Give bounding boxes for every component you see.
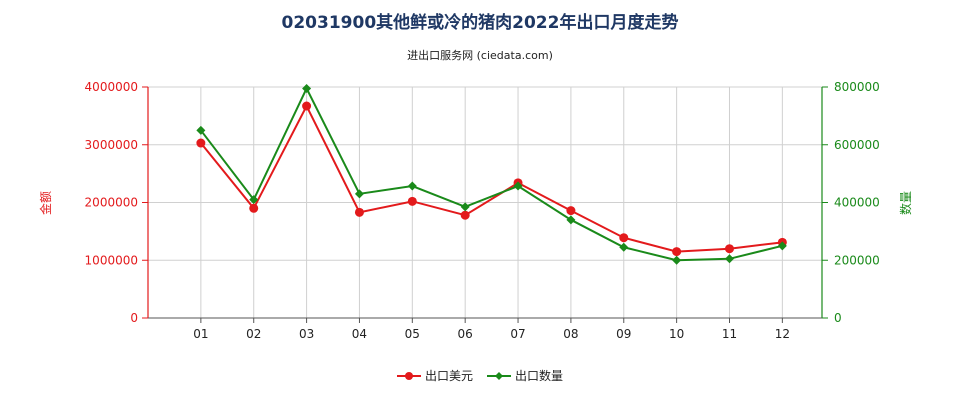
x-tick-label: 01 [193, 327, 208, 341]
y-right-axis-label: 数量 [898, 191, 913, 215]
legend: 出口美元 出口数量 [397, 368, 563, 383]
y-left-tick-label: 0 [130, 311, 138, 325]
y-right-tick-label: 200000 [834, 253, 880, 267]
series-layer [196, 83, 787, 265]
data-point-marker [566, 215, 576, 225]
data-point-marker [354, 189, 364, 199]
data-point-marker [196, 125, 206, 135]
data-point-marker [672, 247, 682, 257]
axes [142, 86, 828, 323]
data-point-marker [407, 196, 417, 206]
data-point-marker [460, 210, 470, 220]
data-point-marker [672, 255, 682, 265]
legend-label: 出口美元 [425, 369, 473, 383]
data-point-marker [302, 101, 312, 111]
data-point-marker [724, 254, 734, 264]
x-tick-label: 12 [775, 327, 790, 341]
data-point-marker [777, 241, 787, 251]
x-tick-label: 11 [722, 327, 737, 341]
x-tick-label: 02 [246, 327, 261, 341]
x-tick-label: 08 [563, 327, 578, 341]
legend-marker [405, 372, 413, 380]
y-left-tick-label: 1000000 [85, 253, 138, 267]
y-left-tick-label: 3000000 [85, 138, 138, 152]
y-right-tick-label: 0 [834, 311, 842, 325]
x-tick-label: 04 [352, 327, 367, 341]
data-point-marker [196, 138, 206, 148]
x-tick-label: 03 [299, 327, 314, 341]
legend-marker [495, 372, 503, 380]
x-tick-label: 10 [669, 327, 684, 341]
data-point-marker [724, 244, 734, 254]
chart-title: 02031900其他鲜或冷的猪肉2022年出口月度走势 [281, 13, 679, 33]
y-left-axis-label: 金额 [38, 191, 53, 215]
x-tick-label: 09 [616, 327, 631, 341]
data-point-marker [249, 195, 259, 205]
y-right-tick-label: 400000 [834, 196, 880, 210]
grid-lines [148, 86, 822, 318]
legend-label: 出口数量 [515, 368, 563, 383]
data-point-marker [566, 206, 576, 216]
data-point-marker [407, 181, 417, 191]
x-tick-label: 05 [405, 327, 420, 341]
data-point-marker [619, 233, 629, 243]
series-line-2 [200, 86, 783, 262]
data-point-marker [619, 242, 629, 252]
y-left-tick-label: 4000000 [85, 80, 138, 94]
y-right-tick-label: 800000 [834, 80, 880, 94]
x-tick-label: 06 [458, 327, 473, 341]
y-left-tick-label: 2000000 [85, 196, 138, 210]
data-point-marker [513, 181, 523, 191]
x-tick-label: 07 [510, 327, 525, 341]
y-right-tick-label: 600000 [834, 138, 880, 152]
series-line-1 [200, 103, 783, 253]
chart-subtitle: 进出口服务网 (ciedata.com) [407, 49, 553, 62]
data-point-marker [460, 202, 470, 212]
data-point-marker [249, 203, 259, 213]
data-point-marker [354, 207, 364, 217]
data-point-marker [302, 83, 312, 93]
